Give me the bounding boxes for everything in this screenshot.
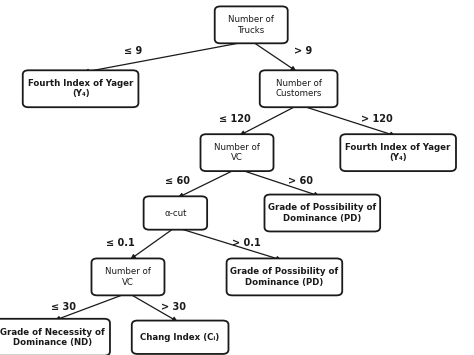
Text: Fourth Index of Yager
(Y₄): Fourth Index of Yager (Y₄) bbox=[346, 143, 451, 162]
FancyBboxPatch shape bbox=[144, 196, 207, 230]
Text: ≤ 0.1: ≤ 0.1 bbox=[107, 238, 135, 248]
FancyBboxPatch shape bbox=[132, 321, 228, 354]
Text: > 30: > 30 bbox=[161, 302, 185, 312]
Text: > 9: > 9 bbox=[294, 47, 312, 56]
Text: > 60: > 60 bbox=[289, 176, 313, 186]
Text: Fourth Index of Yager
(Y₄): Fourth Index of Yager (Y₄) bbox=[28, 79, 133, 98]
Text: ≤ 60: ≤ 60 bbox=[165, 176, 190, 186]
Text: Grade of Necessity of
Dominance (ND): Grade of Necessity of Dominance (ND) bbox=[0, 328, 104, 347]
Text: α-cut: α-cut bbox=[164, 208, 187, 218]
FancyBboxPatch shape bbox=[215, 6, 288, 43]
Text: Number of
Trucks: Number of Trucks bbox=[228, 15, 274, 34]
Text: > 0.1: > 0.1 bbox=[232, 238, 261, 248]
Text: ≤ 30: ≤ 30 bbox=[52, 302, 76, 312]
Text: > 120: > 120 bbox=[361, 114, 392, 124]
FancyBboxPatch shape bbox=[227, 258, 342, 295]
Text: ≤ 9: ≤ 9 bbox=[124, 47, 142, 56]
FancyBboxPatch shape bbox=[264, 195, 380, 231]
Text: Number of
VC: Number of VC bbox=[105, 267, 151, 286]
FancyBboxPatch shape bbox=[0, 319, 110, 355]
Text: Number of
VC: Number of VC bbox=[214, 143, 260, 162]
Text: Chang Index (Cᵢ): Chang Index (Cᵢ) bbox=[140, 333, 220, 342]
FancyBboxPatch shape bbox=[91, 258, 164, 295]
FancyBboxPatch shape bbox=[201, 134, 273, 171]
Text: ≤ 120: ≤ 120 bbox=[219, 114, 250, 124]
FancyBboxPatch shape bbox=[340, 134, 456, 171]
Text: Number of
Customers: Number of Customers bbox=[275, 79, 322, 98]
Text: Grade of Possibility of
Dominance (PD): Grade of Possibility of Dominance (PD) bbox=[230, 267, 338, 286]
FancyBboxPatch shape bbox=[260, 70, 337, 107]
Text: Grade of Possibility of
Dominance (PD): Grade of Possibility of Dominance (PD) bbox=[268, 203, 376, 223]
FancyBboxPatch shape bbox=[23, 70, 138, 107]
